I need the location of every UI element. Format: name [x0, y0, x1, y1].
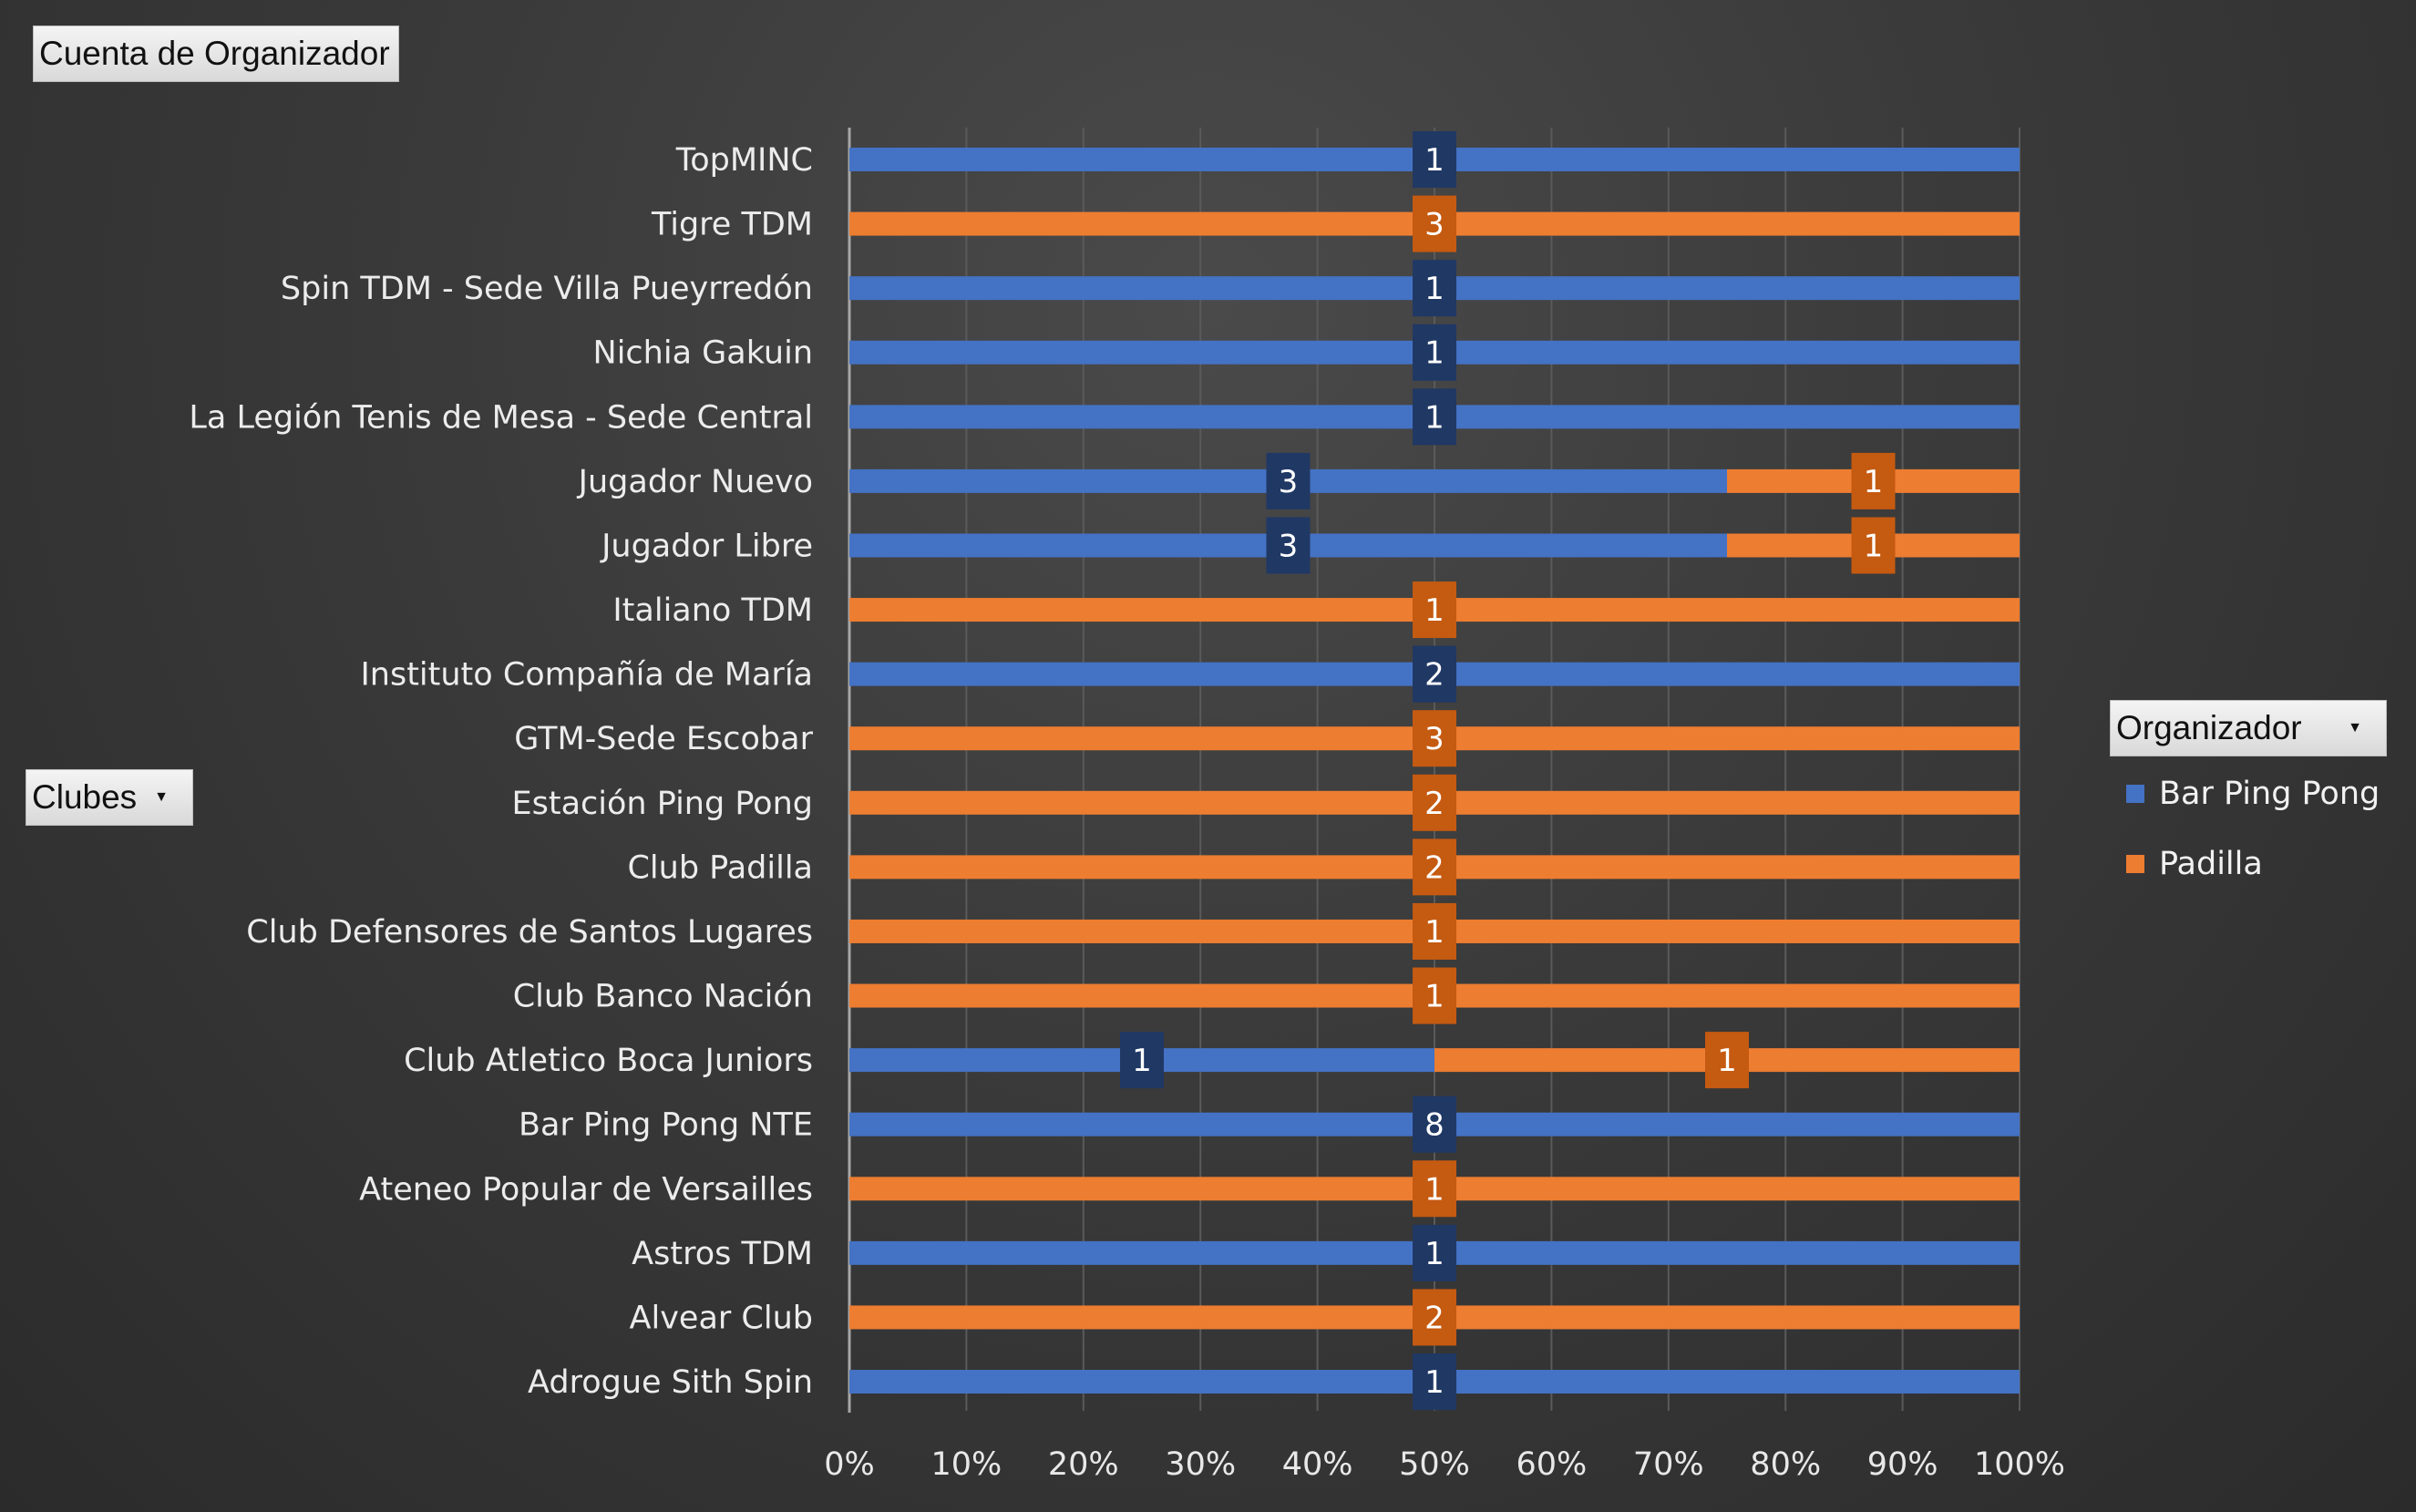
category-label: Estación Ping Pong: [512, 786, 813, 822]
category-label: Club Atletico Boca Juniors: [404, 1043, 813, 1079]
category-label: Jugador Libre: [600, 528, 813, 564]
data-label-box: [1413, 838, 1456, 896]
category-label: Club Banco Nación: [513, 979, 813, 1015]
category-label: GTM-Sede Escobar: [514, 721, 813, 757]
data-label: 1: [1717, 1043, 1737, 1079]
chevron-down-icon: ▼: [154, 789, 169, 805]
data-label-box: [1413, 1160, 1456, 1218]
organizador-filter-button[interactable]: Organizador ▼: [2110, 700, 2387, 756]
data-label: 1: [1424, 271, 1444, 307]
data-label-box: [1413, 260, 1456, 317]
category-label: Jugador Nuevo: [577, 464, 813, 500]
category-label: Adrogue Sith Spin: [528, 1364, 813, 1401]
data-label: 1: [1424, 1364, 1444, 1401]
data-label-box: [1851, 517, 1896, 574]
category-label: Tigre TDM: [651, 207, 813, 243]
data-label-box: [1413, 774, 1456, 831]
data-label-box: [1413, 710, 1456, 767]
category-label: Spin TDM - Sede Villa Pueyrredón: [281, 271, 813, 307]
data-label: 1: [1424, 592, 1444, 629]
data-label-box: [1413, 581, 1456, 639]
category-label: Alvear Club: [630, 1300, 813, 1336]
data-label: 1: [1864, 464, 1884, 500]
x-tick-label: 0%: [824, 1446, 875, 1483]
data-label: 1: [1424, 914, 1444, 951]
data-label: 1: [1424, 1236, 1444, 1272]
legend-item-bar-ping-pong: Bar Ping Pong: [2126, 776, 2380, 812]
x-tick-label: 50%: [1399, 1446, 1470, 1483]
data-label-box: [1413, 324, 1456, 381]
category-label: Instituto Compañía de María: [360, 657, 813, 694]
data-label: 2: [1424, 657, 1444, 694]
data-label: 3: [1279, 464, 1299, 500]
x-tick-label: 20%: [1048, 1446, 1119, 1483]
data-label: 2: [1424, 786, 1444, 822]
category-label: TopMINC: [675, 142, 813, 179]
data-label: 3: [1424, 207, 1444, 243]
category-label: Nichia Gakuin: [593, 335, 813, 372]
data-label-box: [1413, 388, 1456, 446]
data-label-box: [1266, 517, 1311, 574]
category-label: Ateneo Popular de Versailles: [359, 1171, 813, 1208]
chart-title-field-button[interactable]: Cuenta de Organizador: [33, 26, 399, 82]
legend-label: Bar Ping Pong: [2159, 776, 2380, 812]
chevron-down-icon: ▼: [2348, 720, 2362, 735]
data-label: 1: [1424, 979, 1444, 1015]
category-label: Astros TDM: [632, 1236, 813, 1272]
data-label-box: [1413, 967, 1456, 1024]
data-label: 1: [1424, 335, 1444, 372]
x-tick-label: 40%: [1282, 1446, 1353, 1483]
category-label: Club Padilla: [627, 849, 813, 886]
data-label-box: [1120, 1032, 1164, 1089]
x-tick-label: 90%: [1867, 1446, 1938, 1483]
data-label: 1: [1424, 1171, 1444, 1208]
clubes-filter-label: Clubes: [32, 778, 138, 816]
clubes-filter-button[interactable]: Clubes ▼: [26, 769, 193, 826]
data-label: 3: [1424, 721, 1444, 757]
category-label: Bar Ping Pong NTE: [519, 1107, 813, 1144]
data-label-box: [1413, 902, 1456, 960]
data-label-box: [1413, 1353, 1456, 1411]
data-label: 8: [1424, 1107, 1444, 1144]
data-label: 1: [1424, 399, 1444, 436]
x-tick-label: 100%: [1974, 1446, 2065, 1483]
data-label-box: [1413, 645, 1456, 703]
data-label-box: [1413, 1224, 1456, 1281]
x-tick-label: 60%: [1516, 1446, 1588, 1483]
data-label-box: [1705, 1032, 1749, 1089]
data-label: 2: [1424, 1300, 1444, 1336]
data-label-box: [1413, 195, 1456, 252]
category-label: Italiano TDM: [612, 592, 813, 629]
chart-title: Cuenta de Organizador: [39, 35, 390, 72]
legend-swatch-blue: [2126, 785, 2144, 803]
x-tick-label: 10%: [931, 1446, 1002, 1483]
category-label: La Legión Tenis de Mesa - Sede Central: [189, 399, 813, 436]
data-label: 1: [1132, 1043, 1152, 1079]
data-label: 1: [1424, 142, 1444, 179]
organizador-filter-label: Organizador: [2116, 709, 2302, 746]
data-label: 3: [1279, 528, 1299, 564]
legend-label: Padilla: [2159, 846, 2263, 882]
category-label: Club Defensores de Santos Lugares: [246, 914, 813, 951]
data-label-box: [1413, 1095, 1456, 1153]
x-tick-label: 80%: [1750, 1446, 1821, 1483]
data-label-box: [1266, 452, 1311, 509]
data-label-box: [1413, 1289, 1456, 1346]
legend-item-padilla: Padilla: [2126, 846, 2263, 882]
x-tick-label: 70%: [1633, 1446, 1704, 1483]
data-label-box: [1413, 131, 1456, 188]
data-label: 1: [1864, 528, 1884, 564]
data-label: 2: [1424, 849, 1444, 886]
legend-swatch-orange: [2126, 855, 2144, 873]
data-label-box: [1851, 452, 1896, 509]
x-tick-label: 30%: [1165, 1446, 1236, 1483]
